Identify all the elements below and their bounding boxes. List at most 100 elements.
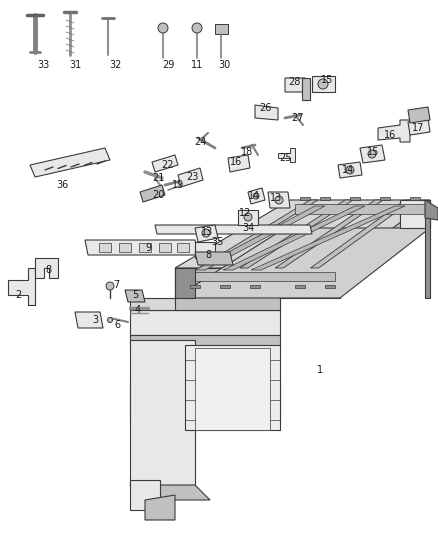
Polygon shape: [248, 188, 265, 204]
Polygon shape: [290, 200, 430, 218]
Text: 31: 31: [69, 60, 81, 70]
Polygon shape: [190, 285, 200, 288]
Polygon shape: [278, 148, 295, 162]
Polygon shape: [268, 192, 290, 208]
Polygon shape: [228, 155, 250, 172]
Polygon shape: [312, 76, 335, 92]
Polygon shape: [185, 345, 280, 430]
Text: 13: 13: [201, 227, 213, 237]
Text: 27: 27: [292, 113, 304, 123]
Polygon shape: [152, 155, 178, 172]
Polygon shape: [75, 312, 103, 328]
Polygon shape: [130, 380, 280, 408]
Polygon shape: [240, 200, 353, 268]
Polygon shape: [295, 204, 425, 214]
Polygon shape: [255, 105, 278, 120]
Circle shape: [318, 79, 328, 89]
Polygon shape: [220, 285, 230, 288]
Text: 16: 16: [230, 157, 242, 167]
Circle shape: [368, 150, 376, 158]
Text: 23: 23: [186, 172, 198, 182]
Text: 1: 1: [317, 365, 323, 375]
Text: 36: 36: [56, 180, 68, 190]
Polygon shape: [139, 243, 151, 252]
Polygon shape: [175, 228, 430, 298]
Text: 18: 18: [241, 147, 253, 157]
Polygon shape: [285, 78, 308, 92]
Text: 12: 12: [239, 208, 251, 218]
Polygon shape: [302, 78, 310, 100]
Text: 8: 8: [45, 265, 51, 275]
Polygon shape: [250, 285, 260, 288]
Polygon shape: [175, 268, 340, 285]
Polygon shape: [175, 268, 195, 298]
Polygon shape: [145, 495, 175, 520]
Circle shape: [107, 318, 113, 322]
Text: 7: 7: [113, 280, 119, 290]
Text: 14: 14: [342, 165, 354, 175]
Text: 20: 20: [152, 190, 164, 200]
Text: 17: 17: [412, 123, 424, 133]
Polygon shape: [125, 290, 145, 302]
Polygon shape: [35, 258, 58, 278]
Text: 24: 24: [194, 137, 206, 147]
Text: 16: 16: [384, 130, 396, 140]
Text: 19: 19: [172, 180, 184, 190]
Polygon shape: [195, 252, 233, 265]
Circle shape: [106, 282, 114, 290]
Polygon shape: [198, 200, 318, 268]
Circle shape: [202, 229, 210, 237]
Text: 28: 28: [288, 77, 300, 87]
Polygon shape: [119, 243, 131, 252]
Polygon shape: [99, 243, 111, 252]
Polygon shape: [378, 120, 410, 142]
Circle shape: [253, 193, 259, 199]
Polygon shape: [410, 197, 420, 200]
Polygon shape: [300, 197, 310, 200]
Text: 26: 26: [259, 103, 271, 113]
Circle shape: [200, 245, 210, 255]
Polygon shape: [30, 148, 110, 177]
Circle shape: [346, 166, 354, 174]
Polygon shape: [175, 268, 280, 310]
Polygon shape: [130, 310, 280, 335]
Polygon shape: [425, 200, 430, 298]
Polygon shape: [360, 145, 385, 163]
Polygon shape: [195, 242, 215, 258]
Polygon shape: [130, 335, 280, 348]
Text: 33: 33: [37, 60, 49, 70]
Text: 9: 9: [145, 243, 151, 253]
Text: 5: 5: [132, 290, 138, 300]
Polygon shape: [380, 197, 390, 200]
Polygon shape: [320, 197, 330, 200]
Circle shape: [275, 196, 283, 204]
Polygon shape: [195, 206, 325, 270]
Circle shape: [192, 23, 202, 33]
Text: 32: 32: [109, 60, 121, 70]
Text: 22: 22: [162, 160, 174, 170]
Polygon shape: [159, 243, 171, 252]
Text: 11: 11: [191, 60, 203, 70]
Polygon shape: [408, 118, 430, 135]
Polygon shape: [175, 200, 430, 268]
Polygon shape: [275, 200, 383, 268]
Polygon shape: [178, 272, 335, 281]
Text: 35: 35: [212, 237, 224, 247]
Polygon shape: [155, 225, 312, 234]
Text: 15: 15: [321, 75, 333, 85]
Polygon shape: [290, 218, 430, 228]
Text: 29: 29: [162, 60, 174, 70]
Polygon shape: [130, 480, 160, 510]
Polygon shape: [195, 225, 218, 242]
Text: 8: 8: [205, 250, 211, 260]
Polygon shape: [238, 210, 258, 225]
Text: 25: 25: [279, 153, 291, 163]
Polygon shape: [338, 162, 362, 178]
Polygon shape: [295, 285, 305, 288]
Text: 30: 30: [218, 60, 230, 70]
Polygon shape: [195, 348, 270, 430]
Polygon shape: [325, 285, 335, 288]
Polygon shape: [85, 240, 198, 255]
Polygon shape: [130, 340, 195, 485]
Polygon shape: [175, 285, 340, 298]
